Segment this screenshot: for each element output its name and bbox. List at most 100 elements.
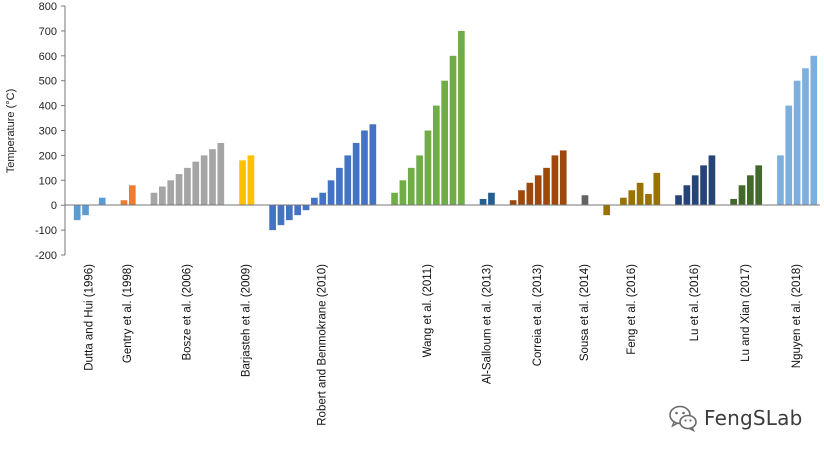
bar [369,124,377,206]
bar [479,198,487,206]
bar [755,165,763,206]
bar [683,185,691,206]
bar [793,80,801,206]
bar [675,195,682,206]
bar [319,192,327,206]
bar [708,155,716,206]
group-label: Feng et al. (2016) [626,264,638,355]
bar [603,205,611,216]
bar [802,68,809,206]
bar [645,194,652,206]
bar [777,155,784,206]
bar [294,205,302,216]
bar [559,150,567,206]
group-label: Gentry et al. (1998) [122,264,134,363]
y-tick-label: 800 [39,1,57,13]
bar [361,130,368,206]
bar [534,175,542,206]
bar [73,205,81,221]
y-tick-label: 0 [51,200,57,212]
bar [184,167,191,206]
group-labels: Dutta and Hui (1996) Gentry et al. (1998)… [84,264,803,426]
bar [167,180,175,206]
y-tick-label: 200 [39,150,57,162]
bar [653,172,661,206]
bar [391,192,398,206]
group-label: Sousa et al. (2014) [579,264,591,361]
y-tick-label: 600 [39,51,57,63]
bar [98,197,106,206]
group-label: Bosze et al. (2006) [181,264,193,361]
bar [285,205,293,221]
bar [785,105,793,206]
bar [458,30,465,206]
bar [620,197,627,206]
y-tick-label: -200 [35,250,57,262]
bar [247,155,255,206]
bar [352,142,360,206]
bar [424,130,432,206]
y-tick-label: 400 [39,101,57,113]
bar [738,185,746,206]
bar [509,200,517,206]
bar [407,167,415,206]
watermark-text: FengSLab [704,406,803,430]
bar [344,155,352,206]
bar [441,80,448,206]
bar [526,182,534,206]
bar [488,192,495,206]
bar [159,186,166,206]
group-label: Wang et al. (2011) [422,264,434,357]
y-tick-label: 300 [39,126,57,138]
bar [551,155,559,206]
bar [416,155,423,206]
bar [336,167,343,206]
bar [128,185,136,206]
bar [700,165,707,206]
bars [73,30,818,231]
group-label: Robert and Benmokrane (2010) [317,264,329,426]
group-label: Al-Salloum et al. (2013) [481,264,493,384]
bar [209,149,216,206]
bar [730,198,737,206]
bar [200,155,208,206]
group-label: Nguyen et al. (2018) [791,264,803,368]
bar [399,180,407,206]
bar [269,205,276,231]
bar [239,160,246,206]
bar [192,161,200,206]
y-axis-ticks: 800 700 600 500 400 300 200 100 0 -100 -200 [35,1,65,262]
bar [302,205,310,211]
group-label: Barjasteh et al. (2009) [241,264,253,377]
bar [449,55,457,206]
y-tick-label: 500 [39,76,57,88]
bar [691,175,699,206]
wechat-icon [669,405,697,432]
bar [82,205,89,216]
bar [432,105,440,206]
bar [217,142,225,206]
bar [150,192,158,206]
bar [175,174,183,206]
y-tick-label: -100 [35,225,57,237]
bar [581,195,589,206]
bar [518,190,525,206]
bar [311,197,318,206]
y-tick-label: 100 [39,175,57,187]
bar [810,55,818,206]
watermark: FengSLab [668,404,802,432]
bar [277,205,285,226]
bar [327,180,335,206]
bar [628,190,636,206]
group-label: Lu et al. (2016) [689,264,701,342]
group-label: Correia et al. (2013) [532,264,544,366]
y-tick-label: 700 [39,26,57,38]
group-label: Lu and Xian (2017) [740,264,752,362]
y-axis-label: Temperature (°C) [5,89,17,173]
bar [543,167,550,206]
bar [636,182,644,206]
bar [120,200,128,206]
group-label: Dutta and Hui (1996) [84,264,96,371]
bar [747,175,754,206]
